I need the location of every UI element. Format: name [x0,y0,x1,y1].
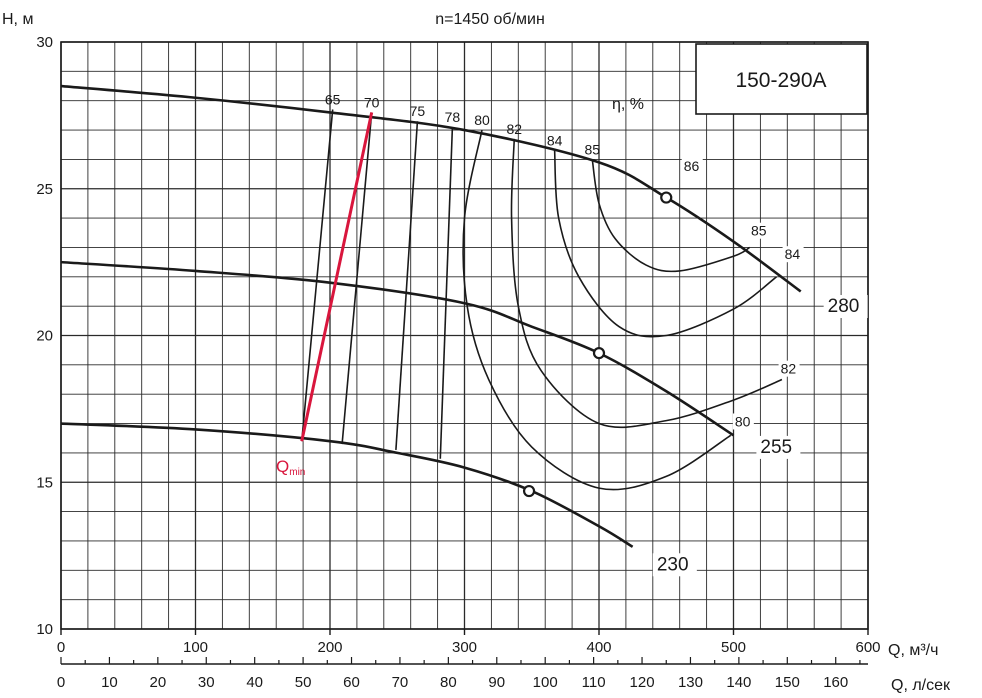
efficiency-end-label: 85 [751,223,767,239]
qmin-line-mark [300,112,374,442]
x-tick-label: 200 [317,639,342,656]
x-tick-label: 100 [183,639,208,656]
head-curve-280 [60,84,802,293]
efficiency-contour-65 [300,109,334,442]
efficiency-label-80: 80 [474,112,490,128]
x2-tick-label: 90 [488,674,505,691]
diameter-label-bg [756,435,801,459]
x-tick-label: 400 [586,639,611,656]
x2-tick-label: 130 [678,674,703,691]
efficiency-end-label: 86 [684,158,700,174]
x2-axis-label: Q, л/сек [891,677,951,694]
bep-point [592,347,606,360]
x-tick-label: 500 [721,639,746,656]
efficiency-end-label: 82 [781,361,797,377]
curve-labels: 86 85 84 82 80 280 255 230 [652,158,868,577]
axes [60,41,869,665]
x2-tick-label: 20 [149,674,166,691]
efficiency-contour-84 [553,150,778,338]
qmin-label-sub: min [289,467,305,478]
qmin-label-main: Q [276,457,289,476]
y-tick-label: 20 [36,328,53,345]
x2-tick-label: 110 [582,674,606,691]
diameter-label-bg [823,295,868,319]
efficiency-label-85: 85 [584,141,600,157]
bep-points [522,191,673,498]
bep-point [660,191,673,204]
x2-tick-label: 30 [198,674,215,691]
efficiency-contour-70 [341,112,373,445]
y-tick-label: 25 [36,181,53,198]
efficiency-label-bg [778,360,800,377]
x-axis-label: Q, м³/ч [888,642,938,659]
x2-tick-label: 140 [726,674,751,691]
diameter-label-bg [652,553,697,577]
bep-point [522,484,536,498]
head-curve-255 [60,260,735,437]
efficiency-label-bg [681,158,703,175]
efficiency-label-78: 78 [445,109,461,125]
x2-tick-label: 60 [343,674,360,691]
x2-tick-label: 100 [533,674,558,691]
x2-tick-label: 10 [101,674,118,691]
efficiency-label-bg [732,413,754,430]
x2-tick-label: 40 [246,674,263,691]
qmin-line [300,112,374,442]
x2-tick-label: 150 [775,674,800,691]
model-box [695,43,868,115]
x2-tick-label: 50 [295,674,312,691]
x-tick-label: 300 [452,639,477,656]
efficiency-label-65: 65 [325,92,341,108]
impeller-diameter-label: 280 [828,296,860,317]
model-label: 150-290A [735,69,826,92]
impeller-diameter-label: 230 [657,554,689,575]
eta-label: η, % [612,96,644,113]
head-curve-230 [60,422,634,548]
qmin-label: Qmin [276,457,305,478]
x2-tick-label: 120 [630,674,655,691]
efficiency-label-75: 75 [410,103,426,119]
efficiency-label-bg [782,246,804,263]
x2-tick-label: 80 [440,674,457,691]
y-tick-label: 10 [36,621,53,638]
efficiency-label-70: 70 [364,94,380,110]
chart-title: n=1450 об/мин [435,11,545,28]
impeller-diameter-label: 255 [760,437,792,458]
efficiency-end-label: 80 [735,413,751,429]
efficiency-contours: 65 70 75 78 80 82 84 85 [300,92,783,491]
efficiency-label-bg [748,222,770,239]
efficiency-contour-78 [439,127,454,459]
x-tick-label: 600 [855,639,880,656]
efficiency-contour-80 [462,129,732,491]
efficiency-label-82: 82 [506,121,522,137]
efficiency-contour-85 [591,159,751,273]
x2-tick-label: 160 [823,674,848,691]
efficiency-end-label: 84 [785,246,801,262]
y-axis-label: H, м [2,11,33,28]
y-tick-label: 30 [36,34,53,51]
y-tick-label: 15 [36,474,53,491]
efficiency-contour-82 [510,138,783,429]
x-tick-label: 0 [57,639,65,656]
head-curves [60,84,802,548]
x2-tick-label: 0 [57,674,65,691]
x2-tick-label: 70 [392,674,409,691]
efficiency-contour-75 [395,121,419,451]
efficiency-label-84: 84 [547,133,563,149]
